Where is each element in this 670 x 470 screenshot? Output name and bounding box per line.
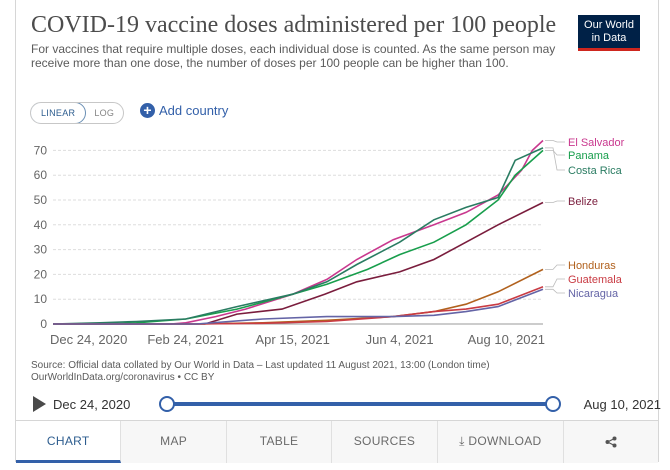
tab-sources[interactable]: SOURCES [332,421,438,463]
tab-chart[interactable]: CHART [16,421,122,463]
y-tick-label: 10 [34,292,48,306]
tab-download[interactable]: ⤓ DOWNLOAD [437,421,564,463]
y-tick-label: 20 [34,267,48,281]
x-tick-label: Feb 24, 2021 [147,332,224,347]
source-note: Source: Official data collated by Our Wo… [31,360,490,384]
timeline-start-handle[interactable] [159,396,175,412]
tab-map[interactable]: MAP [121,421,227,463]
chart-title: COVID-19 vaccine doses administered per … [31,12,557,38]
logo-line-2: in Data [591,32,627,44]
add-country-label: Add country [159,103,229,118]
legend-connector [545,288,565,294]
y-tick-label: 0 [40,317,47,331]
owid-logo[interactable]: Our World in Data [578,15,640,51]
legend-label-costa-rica[interactable]: Costa Rica [568,165,623,177]
source-line-2[interactable]: OurWorldInData.org/coronavirus • CC BY [31,372,215,383]
series-line-nicaragua[interactable] [53,288,544,325]
legend-connector [545,149,565,156]
y-tick-label: 60 [34,168,48,182]
timeline-start-label: Dec 24, 2020 [53,397,131,412]
download-label: DOWNLOAD [468,434,542,448]
y-tick-label: 30 [34,243,48,257]
legend-label-guatemala[interactable]: Guatemala [568,274,623,286]
share-icon [605,436,617,448]
y-tick-label: 70 [34,143,48,157]
legend-connector [545,264,565,270]
scale-toggle: LINEAR LOG [30,102,125,124]
series-line-belize[interactable] [53,201,544,325]
legend-label-nicaragua[interactable]: Nicaragua [568,288,619,300]
y-tick-label: 40 [34,218,48,232]
source-line-1: Source: Official data collated by Our Wo… [31,360,490,371]
series-line-panama[interactable] [53,149,544,325]
x-tick-label: Dec 24, 2020 [50,332,127,347]
legend-label-el-salvador[interactable]: El Salvador [568,137,625,149]
add-country-button[interactable]: + Add country [140,103,228,118]
play-icon[interactable] [33,396,46,412]
x-tick-label: Aug 10, 2021 [468,332,545,347]
series-line-el-salvador[interactable] [53,139,544,325]
legend-label-belize[interactable]: Belize [568,196,598,208]
timeline-track[interactable] [165,402,553,406]
logo-line-1: Our World [584,19,634,31]
linear-scale-button[interactable]: LINEAR [31,103,87,123]
legend-label-honduras[interactable]: Honduras [568,260,616,272]
legend-connector [545,200,565,203]
tab-share[interactable] [564,421,658,463]
log-scale-button[interactable]: LOG [94,108,115,118]
legend-label-panama[interactable]: Panama [568,150,610,162]
series-line-costa-rica[interactable] [52,147,544,325]
legend-connector [545,278,565,288]
timeline-end-label: Aug 10, 2021 [583,397,661,412]
y-tick-label: 50 [34,193,48,207]
line-chart: 0 10 20 30 40 50 60 70 Dec 24, 2020 Feb 24, 2021… [34,137,625,347]
download-icon: ⤓ [459,434,469,448]
plus-icon: + [140,103,155,118]
legend-connector [545,147,565,171]
chart-frame: COVID-19 vaccine doses administered per … [15,0,661,463]
timeline-end-handle[interactable] [545,396,561,412]
x-tick-label: Jun 4, 2021 [366,332,434,347]
tab-table[interactable]: TABLE [226,421,333,463]
x-tick-label: Apr 15, 2021 [255,332,329,347]
timeline: Dec 24, 2020 Aug 10, 2021 [31,394,661,414]
legend-connector [545,140,565,143]
chart-subtitle: For vaccines that require multiple doses… [31,42,556,70]
tab-bar: CHART MAP TABLE SOURCES ⤓ DOWNLOAD [16,420,658,463]
series-line-honduras[interactable] [53,268,544,325]
